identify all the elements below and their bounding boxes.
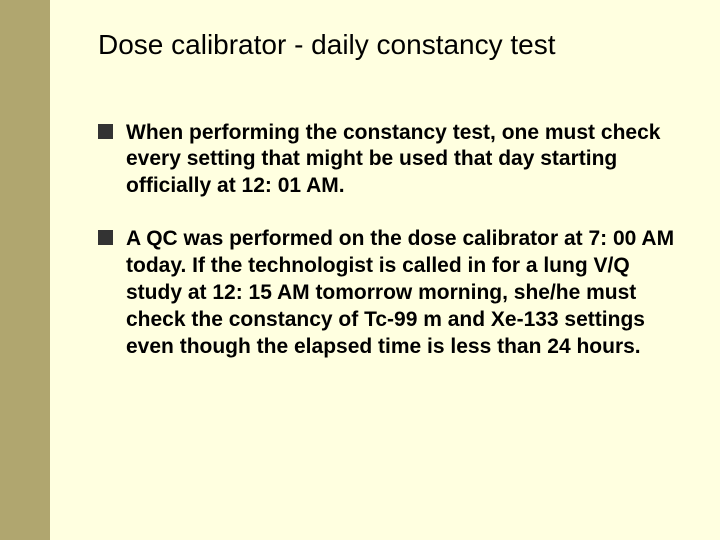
bullet-text: A QC was performed on the dose calibrato…	[126, 227, 674, 358]
list-item: A QC was performed on the dose calibrato…	[98, 226, 676, 360]
bullet-list: When performing the constancy test, one …	[98, 120, 676, 361]
bullet-square-icon	[98, 124, 113, 139]
bullet-square-icon	[98, 230, 113, 245]
slide-sidebar	[0, 0, 50, 540]
slide-title: Dose calibrator - daily constancy test	[98, 28, 676, 62]
bullet-text: When performing the constancy test, one …	[126, 121, 660, 198]
list-item: When performing the constancy test, one …	[98, 120, 676, 201]
slide-content: Dose calibrator - daily constancy test W…	[50, 0, 720, 540]
